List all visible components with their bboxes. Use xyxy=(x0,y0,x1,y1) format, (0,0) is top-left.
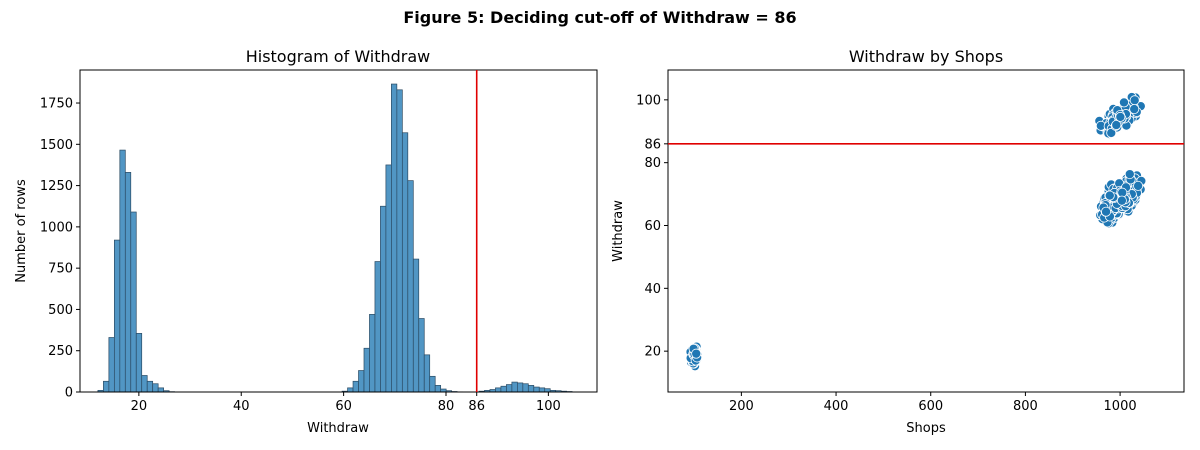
histogram-bar xyxy=(511,381,518,393)
histogram-bar xyxy=(157,387,164,393)
histogram-title: Histogram of Withdraw xyxy=(246,47,431,66)
histogram-bar xyxy=(495,387,502,393)
histogram-bar xyxy=(119,149,126,393)
histogram-bar xyxy=(506,384,513,393)
histogram-x-axis-label: Withdraw xyxy=(307,421,369,436)
histogram-bar xyxy=(538,387,546,393)
histogram-bar xyxy=(108,337,115,393)
histogram-bar xyxy=(363,347,370,393)
scatter-point xyxy=(1129,95,1140,106)
histogram-x-tick-label: 60 xyxy=(335,399,352,414)
histogram-y-ticks: 0 250 500 750 1000 1250 1500 1750 xyxy=(40,97,80,401)
histogram-bar xyxy=(418,318,425,393)
scatter-point xyxy=(1124,169,1135,180)
histogram-bar xyxy=(391,83,398,393)
scatter-point xyxy=(1106,127,1117,138)
scatter-y-axis-label: Withdraw xyxy=(611,200,626,262)
histogram-y-tick-label: 750 xyxy=(48,262,73,277)
histogram-y-tick-label: 250 xyxy=(48,344,73,359)
scatter-panel: Withdraw by Shops 200 400 600 800 1000 20 40 6… xyxy=(611,47,1185,436)
histogram-bar xyxy=(352,380,359,393)
histogram-bar xyxy=(124,172,132,393)
scatter-axes-frame xyxy=(667,69,1185,393)
histogram-bar xyxy=(369,314,376,393)
scatter-y-ticks: 20 40 60 80 86 100 xyxy=(636,93,668,360)
figure-title: Figure 5: Deciding cut-off of Withdraw =… xyxy=(403,8,796,27)
scatter-point xyxy=(1104,190,1115,201)
scatter-y-tick-label: 100 xyxy=(636,93,661,108)
scatter-y-tick-label: 40 xyxy=(644,282,661,297)
scatter-point xyxy=(1133,180,1144,191)
histogram-bar xyxy=(401,132,409,393)
histogram-bar xyxy=(412,258,420,393)
histogram-bar xyxy=(374,261,381,393)
scatter-y-tick-label: 60 xyxy=(644,219,661,234)
scatter-title: Withdraw by Shops xyxy=(849,47,1003,66)
histogram-bar xyxy=(517,382,524,393)
histogram-y-axis-label: Number of rows xyxy=(14,179,29,283)
histogram-y-tick-label: 1750 xyxy=(40,97,73,112)
histogram-bar xyxy=(527,385,535,393)
scatter-point xyxy=(1101,206,1112,217)
histogram-bar xyxy=(533,386,540,393)
histogram-y-tick-label: 1500 xyxy=(40,138,73,153)
scatter-y-tick-label: 20 xyxy=(644,345,661,360)
scatter-x-tick-label: 200 xyxy=(729,399,754,414)
scatter-y-tick-label: 80 xyxy=(644,156,661,171)
histogram-bar xyxy=(113,239,121,393)
histogram-bar xyxy=(130,211,137,393)
histogram-bar xyxy=(434,385,442,393)
histogram-bar xyxy=(358,370,365,393)
histogram-bar xyxy=(500,385,507,393)
histogram-x-ticks: 20 40 60 80 86 100 xyxy=(131,392,561,414)
histogram-y-tick-label: 0 xyxy=(65,386,73,401)
histogram-bar xyxy=(522,383,529,393)
histogram-bar xyxy=(146,380,154,393)
histogram-bar xyxy=(429,375,436,393)
histogram-y-tick-label: 500 xyxy=(48,303,73,318)
histogram-x-tick-label: 40 xyxy=(233,399,250,414)
histogram-axes-frame xyxy=(79,69,598,393)
scatter-point xyxy=(1115,111,1126,122)
histogram-x-tick-label: 86 xyxy=(468,399,485,414)
histogram-bar xyxy=(407,180,414,393)
histogram-bar xyxy=(347,387,354,393)
scatter-point xyxy=(1111,119,1122,130)
scatter-x-tick-label: 400 xyxy=(824,399,849,414)
scatter-x-axis-label: Shops xyxy=(906,421,946,436)
scatter-point xyxy=(1118,97,1129,108)
histogram-bar xyxy=(103,380,110,393)
histogram-bar xyxy=(141,375,148,393)
scatter-point xyxy=(1116,195,1127,206)
scatter-x-tick-label: 600 xyxy=(918,399,943,414)
histogram-bar xyxy=(152,383,159,393)
histogram-y-tick-label: 1000 xyxy=(40,220,73,235)
histogram-bar xyxy=(135,333,143,393)
histogram-bar xyxy=(423,354,431,393)
histogram-bar xyxy=(396,89,403,393)
scatter-point xyxy=(1129,104,1140,115)
scatter-x-tick-label: 1000 xyxy=(1104,399,1137,414)
histogram-bar xyxy=(380,205,387,393)
scatter-x-tick-label: 800 xyxy=(1013,399,1038,414)
scatter-points xyxy=(685,92,1147,372)
histogram-y-tick-label: 1250 xyxy=(40,179,73,194)
histogram-panel: Histogram of Withdraw 20 40 60 80 86 100 0 250… xyxy=(14,47,598,436)
scatter-x-ticks: 200 400 600 800 1000 xyxy=(729,392,1137,414)
scatter-point xyxy=(691,348,702,359)
histogram-x-tick-label: 20 xyxy=(131,399,148,414)
histogram-bar xyxy=(385,164,392,393)
histogram-bars xyxy=(97,83,573,393)
histogram-x-tick-label: 100 xyxy=(536,399,561,414)
scatter-y-tick-label: 86 xyxy=(644,137,661,152)
histogram-x-tick-label: 80 xyxy=(438,399,455,414)
